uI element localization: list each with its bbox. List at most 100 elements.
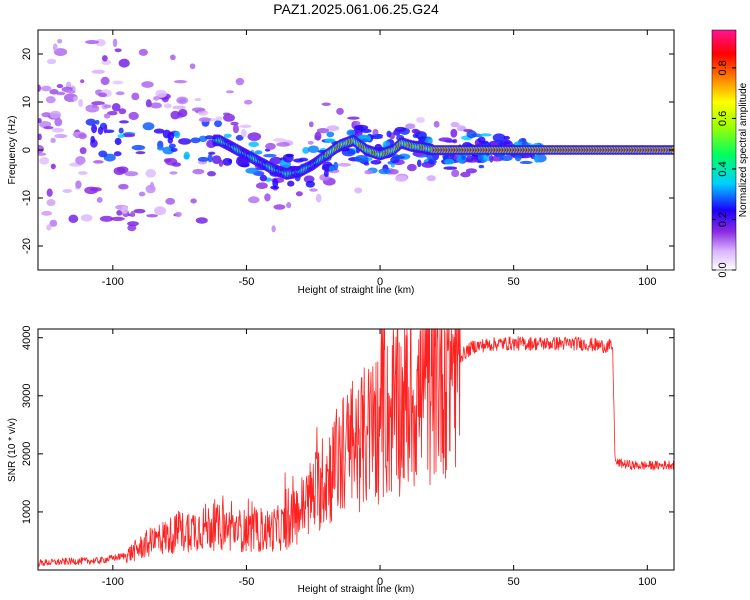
spectrogram-cell [97,126,104,135]
spectrogram-cell [130,210,136,218]
spectrogram-cell [40,85,52,92]
spectrogram-cell [41,210,53,216]
spectrogram-cell [326,125,340,132]
spectrogram-cell [52,43,58,52]
spectrogram-cell [286,202,292,209]
spectrogram-cell [153,96,160,101]
spectrogram-cell [113,151,122,157]
spectrogram-cell [119,120,129,124]
snr-axes: -100 -50 0 50 100 4000 3000 2000 1000 [21,325,674,588]
spectrogram-cell [46,58,57,65]
spectrogram-cell [232,124,239,134]
spectrogram-cell [374,133,384,138]
spectrogram-cell [395,175,408,182]
spectrogram-cell [364,169,373,175]
spectrogram-cell [214,120,222,128]
colorbar-tick-label: 0.4 [717,161,729,176]
spectrogram-cell [51,127,64,133]
spectrogram-cell [75,180,82,189]
spectrogram-cell [145,99,152,108]
spectrogram-cell [223,113,235,122]
spectrogram-cell [328,165,335,172]
spectrogram-cell [103,124,108,134]
spectrogram-cell [39,156,50,165]
snr-panel: -100 -50 0 50 100 4000 3000 2000 1000 Height of … [7,325,675,595]
spectrogram-cell [168,143,176,149]
spectrogram-cell [230,121,239,126]
y-tick-label: 3000 [21,384,33,408]
spectrogram-cell [100,76,110,86]
x-tick-label: 100 [638,576,656,588]
spectrogram-cell [337,162,352,167]
spectrogram-cell [324,138,336,143]
spectrogram-cell [142,122,155,131]
spectrogram-cell [155,89,167,98]
spectrogram-cell [248,196,260,204]
y-tick-label: 10 [21,96,33,108]
spectrogram-cell [222,157,233,166]
spectrogram-cell [65,90,76,94]
spectrogram-cell [426,175,436,182]
spectrogram-cell [103,113,111,119]
spectrogram-cell [479,133,492,137]
x-tick-label: -100 [102,276,124,288]
spectrogram-cell [146,214,158,218]
spectrogram-y-label: Frequency (Hz) [7,116,18,185]
spectrogram-cell [208,151,216,155]
spectrogram-ridge [212,134,674,180]
spectrogram-cell [80,79,85,84]
spectrogram-cell [85,40,99,45]
spectrogram-cell [117,134,125,138]
spectrogram-x-label: Height of straight line (km) [298,285,415,296]
spectrogram-cell [503,135,510,140]
spectrogram-cell [218,159,224,167]
spectrogram-cell [433,120,440,128]
spectrogram-cell [245,167,259,174]
spectrogram-cell [118,108,127,115]
spectrogram-cell [72,96,78,102]
spectrogram-cell [207,171,216,177]
spectrogram-cell [133,208,146,214]
spectrogram-cell [68,214,79,223]
spectrogram-cell [176,96,189,105]
x-tick-label: 0 [377,276,383,288]
spectrogram-cell [451,169,460,178]
spectrogram-cell [103,104,112,109]
colorbar-tick-label: 0.0 [717,262,729,277]
spectrogram-cell [91,124,98,134]
spectrogram-cell [112,38,118,48]
spectrogram-cell [98,92,108,98]
spectrogram-cell [174,131,181,139]
spectrogram-cell [347,116,360,120]
spectrogram-cell [111,102,121,112]
spectrogram-cell [411,128,419,134]
spectrogram-cell [406,163,417,172]
spectrogram-cell [78,133,87,140]
spectrogram-cell [56,91,66,96]
spectrogram-cell [195,217,208,224]
spectrogram-cell [175,211,182,218]
y-tick-label: 1000 [21,500,33,524]
spectrogram-cell [91,69,106,74]
spectrogram-cell [460,171,471,178]
spectrogram-cell [450,128,458,138]
spectrogram-cell [370,159,382,165]
spectrogram-cell [170,147,178,152]
spectrogram-cell [54,117,63,127]
y-tick-label: -10 [21,190,33,206]
snr-series-line [38,329,674,567]
spectrogram-cell [170,54,176,61]
spectrogram-cell [309,188,318,192]
spectrogram-cell [254,150,263,155]
spectrogram-cell [38,84,42,92]
spectrogram-cell [416,117,425,124]
spectrogram-cell [235,77,245,86]
spectrogram-cell [194,97,202,102]
spectrogram-cell [191,107,206,112]
spectrogram-cell [154,206,167,216]
spectrogram-cell [499,155,513,161]
snr-x-label: Height of straight line (km) [298,584,415,595]
